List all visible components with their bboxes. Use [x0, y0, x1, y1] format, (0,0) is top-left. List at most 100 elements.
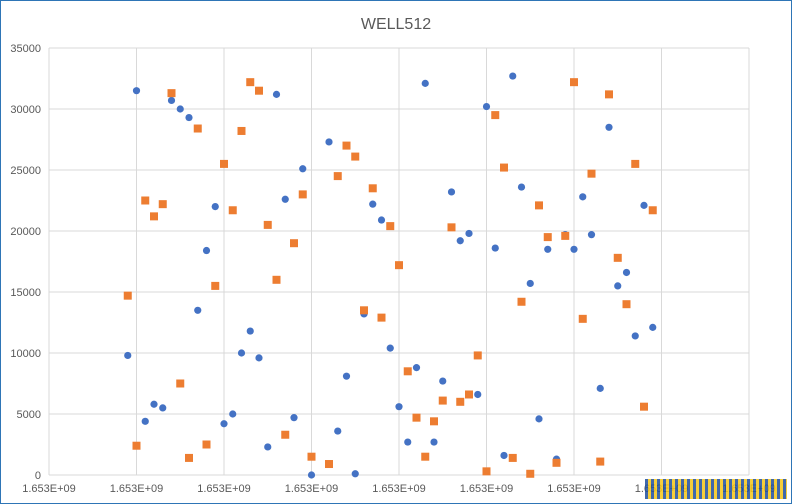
y-tick-label: 20000 — [10, 226, 41, 238]
series-2-point — [395, 261, 403, 270]
series-1-point — [439, 377, 447, 385]
series-2-point — [543, 233, 552, 242]
series-2-point — [132, 441, 141, 450]
series-2-point — [377, 313, 386, 322]
series-1-point — [159, 404, 167, 412]
series-1-point — [281, 195, 289, 203]
x-tick-label: 1.653E+09 — [372, 483, 426, 495]
series-2-point — [482, 467, 491, 476]
series-2-point — [430, 417, 438, 426]
series-2-point — [622, 300, 631, 309]
series-2-point — [517, 297, 526, 306]
series-1-point — [255, 354, 263, 362]
series-1-point — [176, 105, 184, 113]
series-1-point — [622, 268, 631, 277]
series-2-point — [500, 163, 508, 172]
y-tick-label: 0 — [35, 470, 41, 482]
series-2-point — [465, 390, 473, 399]
series-1-point — [570, 245, 578, 253]
series-layer — [123, 72, 657, 479]
series-1-point — [141, 417, 149, 425]
series-1-point — [202, 246, 211, 255]
series-1-point — [150, 400, 158, 408]
series-1-point — [649, 323, 657, 331]
series-1-point — [517, 183, 526, 191]
series-2-point — [298, 190, 307, 199]
series-2-point — [640, 402, 648, 411]
series-1-point — [640, 201, 648, 209]
series-1-point — [290, 414, 298, 422]
y-tick-label: 5000 — [17, 409, 41, 421]
series-2-point — [150, 212, 158, 221]
series-2-point — [631, 159, 640, 168]
series-2-point — [578, 314, 587, 323]
series-2-point — [473, 351, 482, 360]
series-2-point — [325, 460, 333, 469]
series-1-point — [185, 113, 193, 122]
series-1-point — [246, 327, 254, 335]
series-2-point — [123, 291, 132, 300]
series-1-point — [412, 364, 421, 372]
y-tick-label: 25000 — [10, 165, 41, 177]
series-2-point — [412, 413, 421, 422]
series-1-point — [167, 96, 176, 105]
series-2-point — [255, 86, 263, 95]
series-2-point — [351, 152, 360, 161]
series-1-point — [579, 193, 587, 201]
series-2-point — [211, 281, 220, 290]
series-2-point — [456, 397, 465, 406]
series-2-point — [342, 141, 351, 150]
series-1-point — [377, 216, 386, 224]
watermark-logo — [645, 479, 787, 499]
series-2-point — [176, 379, 185, 388]
x-tick-label: 1.653E+09 — [547, 483, 601, 495]
series-1-point — [229, 410, 237, 418]
series-1-point — [404, 438, 412, 446]
series-1-point — [535, 415, 543, 423]
series-1-point — [509, 72, 517, 80]
series-2-point — [648, 206, 657, 215]
y-tick-label: 10000 — [10, 348, 41, 360]
series-1-point — [544, 245, 552, 253]
x-tick-label: 1.653E+09 — [285, 483, 339, 495]
series-1-point — [395, 403, 403, 411]
series-1-point — [614, 282, 622, 290]
series-2-point — [281, 430, 290, 439]
series-2-point — [185, 453, 193, 462]
y-tick-label: 35000 — [10, 43, 41, 55]
series-2-point — [263, 220, 272, 229]
series-2-point — [307, 452, 316, 461]
y-tick-label: 30000 — [10, 104, 41, 116]
series-1-point — [456, 237, 464, 245]
series-1-point — [491, 244, 499, 252]
series-2-point — [421, 452, 430, 461]
series-2-point — [526, 469, 535, 478]
series-2-point — [561, 231, 570, 240]
series-1-point — [299, 165, 307, 173]
x-tick-label: 1.653E+09 — [460, 483, 514, 495]
x-tick-label: 1.653E+09 — [197, 483, 251, 495]
series-2-point — [570, 78, 578, 87]
series-2-point — [237, 126, 246, 135]
series-2-point — [368, 184, 377, 193]
series-2-point — [438, 396, 447, 405]
series-2-point — [141, 196, 150, 205]
series-1-point — [342, 372, 351, 380]
series-1-point — [596, 384, 604, 392]
series-1-point — [211, 203, 219, 211]
series-1-point — [474, 390, 482, 399]
series-2-point — [220, 159, 228, 168]
series-2-point — [508, 453, 517, 462]
tick-layer: 0 5000 10000 15000 20000 25000 30000 35000 1.653… — [10, 43, 775, 495]
series-2-point — [386, 222, 395, 231]
series-2-point — [605, 90, 613, 99]
chart-title: WELL512 — [361, 16, 431, 33]
series-1-point — [307, 471, 316, 479]
series-1-point — [500, 451, 508, 460]
series-1-point — [447, 188, 456, 196]
series-2-point — [596, 457, 605, 466]
series-1-point — [631, 332, 639, 340]
series-1-point — [421, 79, 429, 87]
series-2-point — [272, 275, 281, 284]
